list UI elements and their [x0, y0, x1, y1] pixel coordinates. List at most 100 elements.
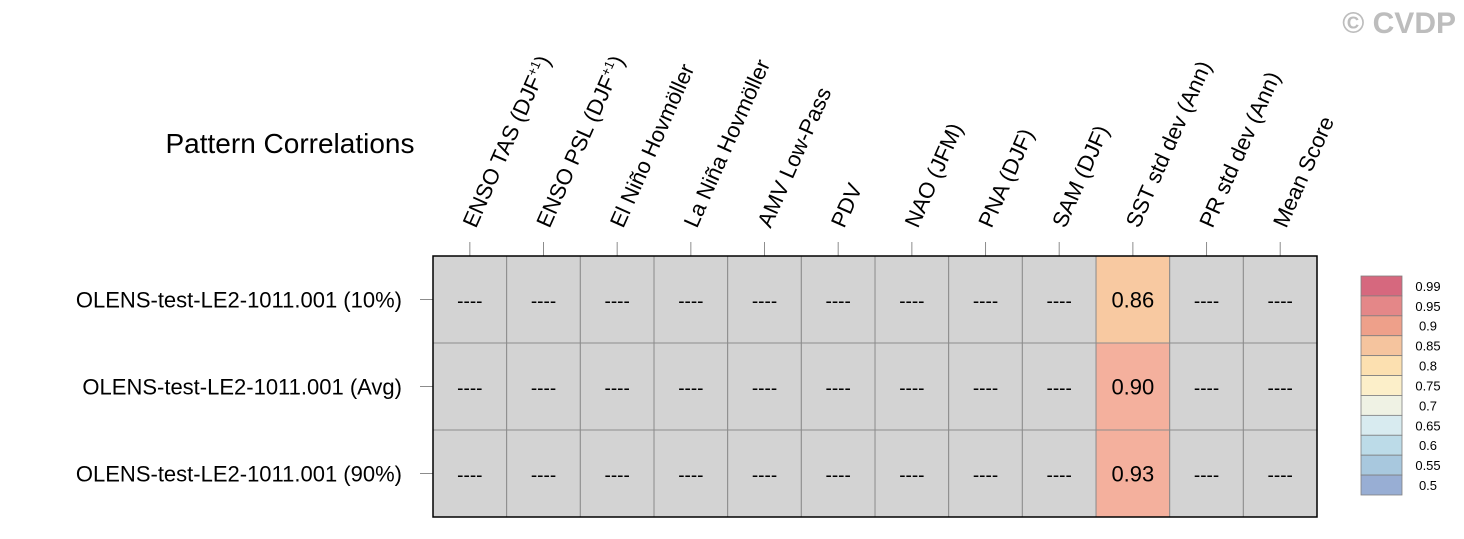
colorbar-label: 0.55	[1415, 458, 1440, 473]
heatmap-cell	[653, 255, 729, 344]
cell-value-label: ----	[899, 292, 924, 313]
heatmap-cell	[1169, 342, 1244, 431]
colorbar-swatch	[1360, 335, 1403, 357]
heatmap-cell	[506, 342, 581, 431]
colorbar-label: 0.6	[1419, 438, 1437, 453]
cell-value-label: ----	[1268, 292, 1293, 313]
cell-value-label: 0.93	[1111, 462, 1154, 487]
heatmap-cell	[727, 255, 802, 344]
cell-value-label: ----	[457, 379, 482, 400]
cell-value-label: ----	[678, 292, 703, 313]
column-label: Mean Score	[1268, 112, 1339, 231]
row-label: OLENS-test-LE2-1011.001 (90%)	[76, 462, 402, 487]
heatmap-cell	[1095, 342, 1171, 431]
cell-value-label: ----	[531, 379, 556, 400]
colorbar-label: 0.95	[1415, 299, 1440, 314]
colorbar-swatch	[1360, 434, 1403, 456]
heatmap-cell	[874, 342, 950, 431]
colorbar: 0.99 0.95 0.9 0.85 0.8 0.75 0.7 0.65 0.6 0.55 0.5	[1360, 275, 1441, 496]
cell-value-label: ----	[605, 379, 630, 400]
cell-value-label: ----	[457, 292, 482, 313]
cell-value-label: ----	[1268, 379, 1293, 400]
cell-value-label: ----	[1194, 466, 1219, 487]
colorbar-swatch	[1360, 315, 1403, 337]
heatmap-cell	[800, 429, 876, 518]
heatmap-cell	[653, 342, 729, 431]
colorbar-label: 0.5	[1419, 478, 1437, 493]
cell-value-label: ----	[678, 466, 703, 487]
heatmap-cell	[432, 429, 508, 518]
cell-value-label: ----	[678, 379, 703, 400]
cell-value-label: ----	[899, 466, 924, 487]
colorbar-label: 0.85	[1415, 339, 1440, 354]
row-label: OLENS-test-LE2-1011.001 (10%)	[76, 288, 402, 313]
column-label: PNA (DJF)	[973, 125, 1039, 231]
heatmap-cell	[1242, 429, 1318, 518]
cell-value-label: ----	[1047, 466, 1072, 487]
cell-value-label: ----	[531, 292, 556, 313]
cell-value-label: ----	[531, 466, 556, 487]
column-label: NAO (JFM)	[900, 119, 968, 231]
cell-value-label: ----	[605, 292, 630, 313]
colorbar-label: 0.9	[1419, 319, 1437, 334]
heatmap-cell	[1021, 255, 1097, 344]
column-label: PR std dev (Ann)	[1194, 68, 1285, 231]
column-label: PDV	[826, 179, 867, 231]
heatmap-cell	[579, 429, 655, 518]
heatmap-cell	[800, 342, 876, 431]
colorbar-label: 0.99	[1415, 279, 1440, 294]
cell-value-label: ----	[826, 466, 851, 487]
grid-frame	[432, 255, 1318, 518]
heatmap-cell	[1242, 255, 1318, 344]
heatmap-cell	[800, 255, 876, 344]
cell-value-label: 0.90	[1111, 375, 1154, 400]
cell-value-label: ----	[899, 379, 924, 400]
watermark: © CVDP	[1342, 7, 1456, 40]
cell-value-label: ----	[1047, 292, 1072, 313]
colorbar-swatch	[1360, 375, 1403, 396]
column-ticks	[469, 242, 1281, 256]
column-label: SAM (DJF)	[1047, 122, 1114, 232]
heatmap-cell	[874, 255, 950, 344]
heatmap-cell	[948, 429, 1023, 518]
heatmap-cells: ---- ---- ---- ---- ---- ---- ---- ---- ---- 0.86…	[432, 255, 1318, 518]
cell-value-label: ----	[457, 466, 482, 487]
heatmap-cell	[1095, 255, 1171, 344]
colorbar-swatch	[1360, 275, 1403, 297]
cell-value-label: ----	[1194, 379, 1219, 400]
column-label: AMV Low-Pass	[752, 83, 836, 231]
chart-title: Pattern Correlations	[165, 128, 414, 159]
heatmap-cell	[579, 255, 655, 344]
cell-value-label: ----	[973, 379, 998, 400]
row-labels: OLENS-test-LE2-1011.001 (10%) OLENS-test-…	[76, 288, 433, 487]
cell-value-label: ----	[826, 379, 851, 400]
cell-value-label: ----	[1268, 466, 1293, 487]
cell-value-label: ----	[752, 292, 777, 313]
cell-value-label: ----	[826, 292, 851, 313]
cell-value-label: ----	[605, 466, 630, 487]
cell-value-label: ----	[752, 379, 777, 400]
cell-value-label: ----	[973, 292, 998, 313]
colorbar-label: 0.8	[1419, 359, 1437, 374]
colorbar-label: 0.65	[1415, 418, 1440, 433]
colorbar-label: 0.75	[1415, 378, 1440, 393]
column-headers: ENSO TAS (DJF+1)ENSO PSL (DJF+1)El Niño …	[458, 52, 1339, 231]
colorbar-swatch	[1360, 355, 1403, 376]
cell-value-label: ----	[1047, 379, 1072, 400]
colorbar-label: 0.7	[1419, 398, 1437, 413]
colorbar-swatch	[1360, 395, 1403, 416]
heatmap-cell	[653, 429, 729, 518]
cell-value-label: 0.86	[1111, 288, 1154, 313]
heatmap-cell	[948, 255, 1023, 344]
cell-value-label: ----	[1194, 292, 1219, 313]
row-label: OLENS-test-LE2-1011.001 (Avg)	[82, 375, 402, 400]
colorbar-swatch	[1360, 414, 1403, 436]
colorbar-swatch	[1360, 295, 1403, 317]
heatmap-cell	[1021, 429, 1097, 518]
colorbar-swatch	[1360, 454, 1403, 476]
heatmap-cell	[1095, 429, 1171, 518]
heatmap-cell	[579, 342, 655, 431]
colorbar-swatch	[1360, 474, 1403, 496]
cell-value-label: ----	[752, 466, 777, 487]
